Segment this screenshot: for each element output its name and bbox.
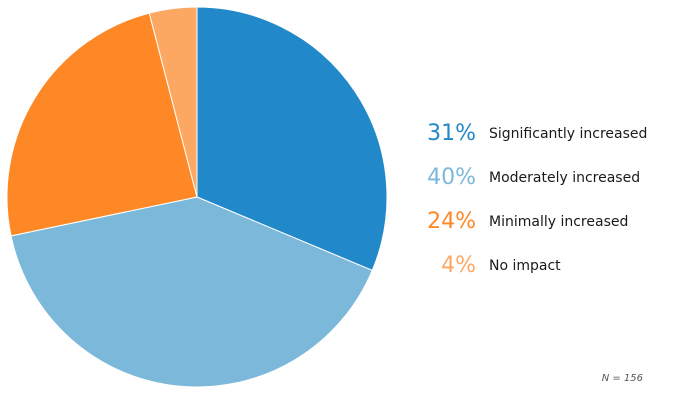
legend-item-minimally-increased: 24% Minimally increased xyxy=(400,200,670,244)
legend-percent: 31% xyxy=(427,121,476,146)
legend-label: Moderately increased xyxy=(489,170,641,186)
legend: 31% Significantly increased 40% Moderate… xyxy=(400,112,670,288)
pie-slice-no-impact xyxy=(148,6,198,198)
legend-item-moderately-increased: 40% Moderately increased xyxy=(400,156,670,200)
pie-slice-minimally-increased xyxy=(6,12,198,237)
legend-item-no-impact: 4% No impact xyxy=(400,244,670,288)
sample-size-note: N = 156 xyxy=(601,373,643,384)
legend-item-significantly-increased: 31% Significantly increased xyxy=(400,112,670,156)
pie-slice-significantly-increased xyxy=(196,6,388,272)
legend-label: Minimally increased xyxy=(489,214,629,230)
legend-percent: 4% xyxy=(441,253,476,278)
pie-slice-moderately-increased xyxy=(10,196,373,388)
legend-label: Significantly increased xyxy=(489,126,648,142)
legend-percent: 40% xyxy=(427,165,476,190)
legend-percent: 24% xyxy=(427,209,476,234)
legend-label: No impact xyxy=(489,258,561,274)
pie-chart xyxy=(6,6,388,388)
